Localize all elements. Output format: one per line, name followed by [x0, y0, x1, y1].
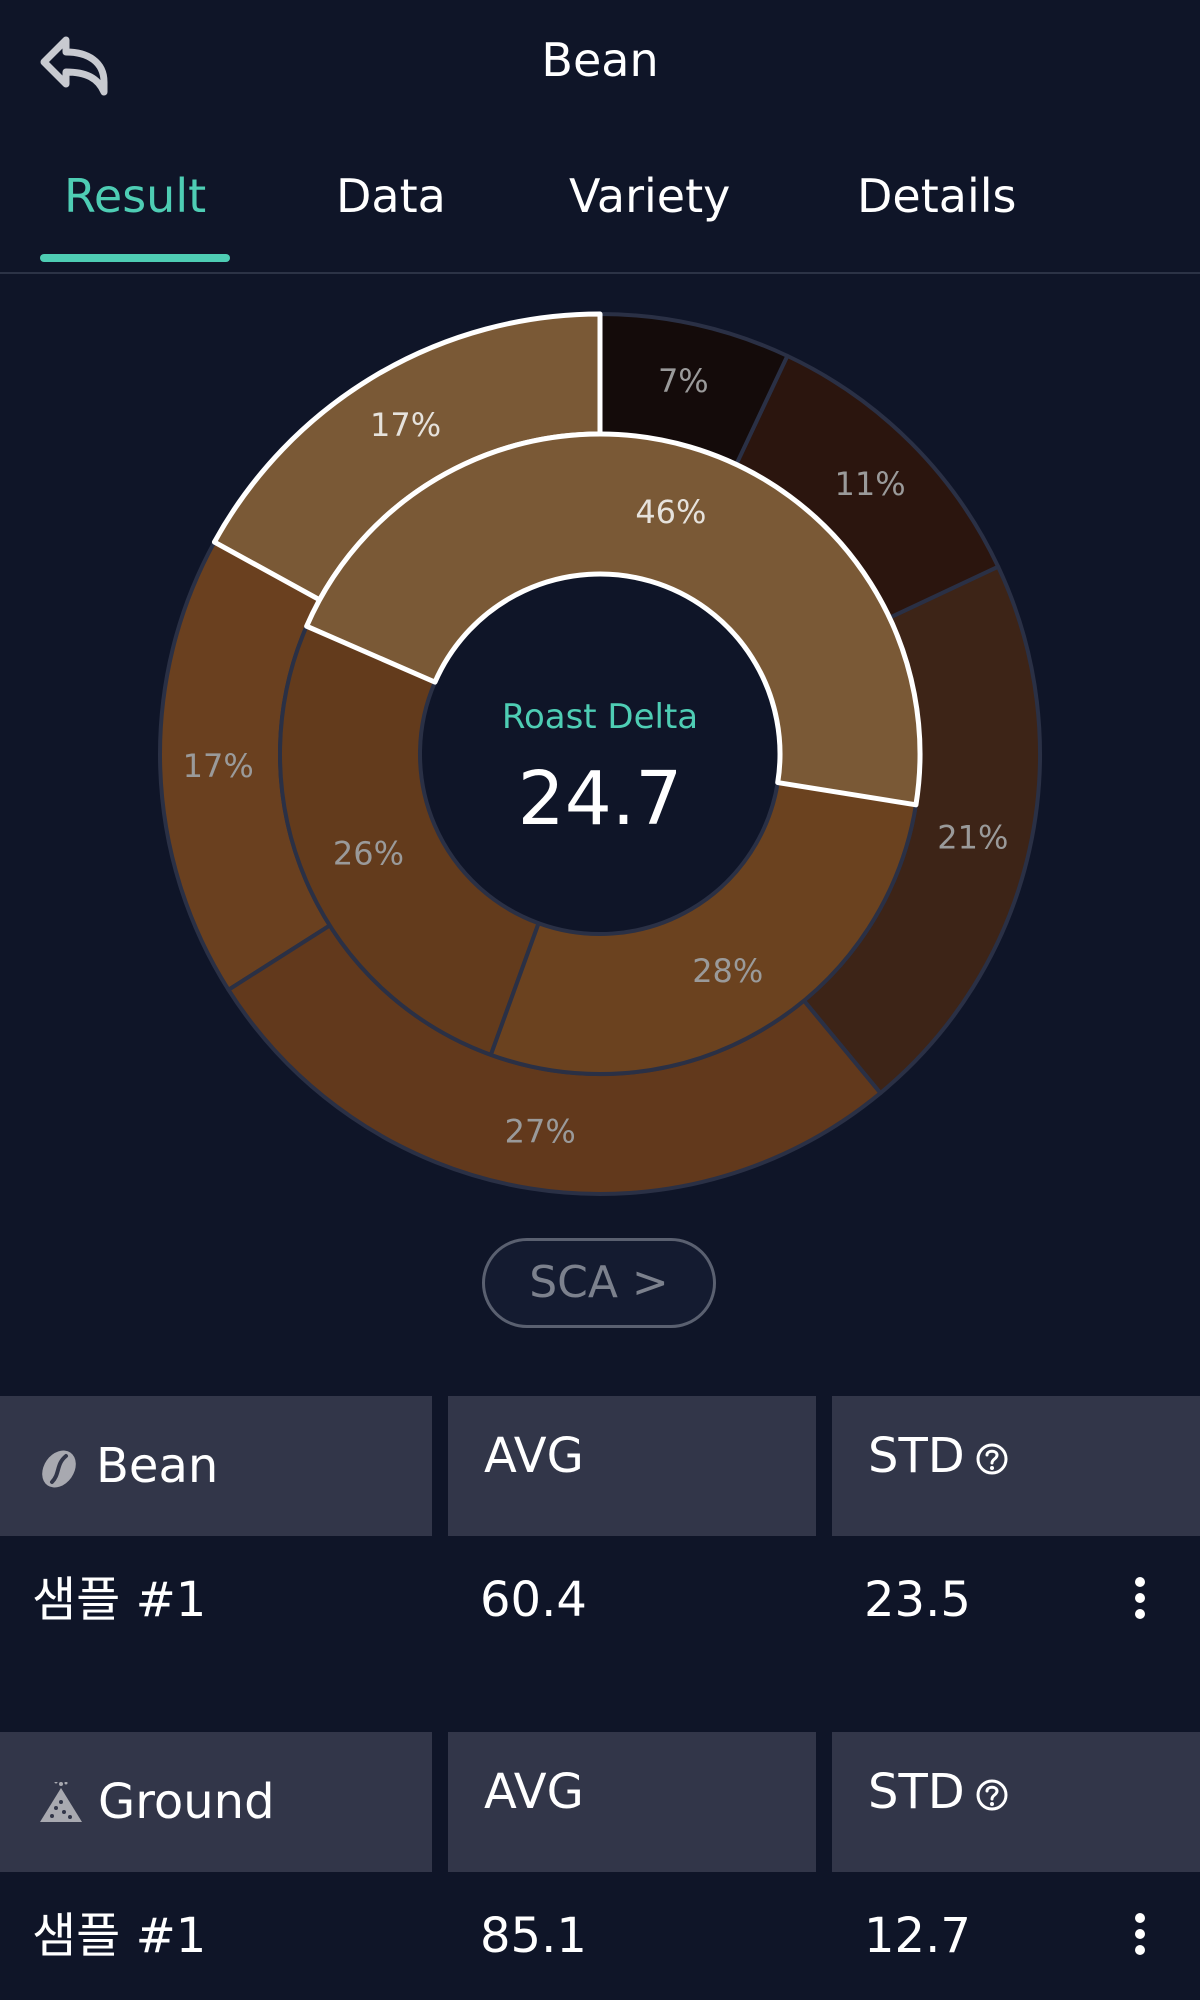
inner-ring-label: 26% — [333, 835, 404, 873]
ground-row-std: 12.7 — [864, 1908, 971, 1964]
active-tab-indicator — [40, 254, 230, 262]
center-value: 24.7 — [518, 756, 683, 842]
back-arrow-icon — [40, 36, 108, 96]
bean-row-name: 샘플 #1 — [32, 1572, 207, 1628]
bean-row-more-button[interactable] — [1120, 1570, 1160, 1630]
help-icon[interactable] — [975, 1778, 1009, 1812]
center-label: Roast Delta — [502, 697, 698, 737]
inner-ring-segment[interactable] — [488, 780, 918, 1076]
more-vertical-icon — [1135, 1913, 1145, 1955]
ground-section-label: Ground — [98, 1774, 275, 1830]
page-title: Bean — [541, 33, 659, 87]
bean-section-label: Bean — [96, 1438, 219, 1494]
outer-ring-label: 7% — [658, 362, 709, 400]
inner-ring-segment[interactable] — [304, 431, 923, 808]
bean-avg-header: AVG — [448, 1396, 816, 1536]
inner-ring-segment[interactable] — [278, 624, 541, 1057]
ground-std-header: STD — [832, 1732, 1200, 1872]
tab-details[interactable]: Details — [857, 169, 1017, 223]
help-icon[interactable] — [975, 1442, 1009, 1476]
ground-std-label: STD — [868, 1764, 965, 1820]
outer-ring-label: 27% — [505, 1112, 576, 1150]
bean-header-cell: Bean — [0, 1396, 432, 1536]
ground-avg-header: AVG — [448, 1732, 816, 1872]
tab-data[interactable]: Data — [336, 169, 446, 223]
roast-donut-chart: 7% 11% 21% 27% 17% 17% 46% 28% 26% Roast Delta 2… — [150, 304, 1050, 1204]
inner-ring-label: 28% — [692, 952, 763, 990]
ground-row-avg: 85.1 — [480, 1908, 587, 1964]
coffee-bean-icon — [42, 1450, 76, 1488]
tab-variety[interactable]: Variety — [569, 169, 731, 223]
outer-ring-label: 17% — [370, 406, 441, 444]
inner-ring-label: 46% — [635, 493, 706, 531]
outer-ring-label: 11% — [835, 465, 906, 503]
sca-button[interactable]: SCA > — [482, 1238, 716, 1328]
outer-ring-label: 21% — [937, 818, 1008, 856]
back-button[interactable] — [36, 30, 112, 100]
ground-header-cell: Ground — [0, 1732, 432, 1872]
tab-result[interactable]: Result — [64, 169, 207, 223]
bean-row-avg: 60.4 — [480, 1572, 587, 1628]
header: Bean — [0, 0, 1200, 120]
tab-bar: Result Data Variety Details — [0, 150, 1200, 274]
bean-std-header: STD — [832, 1396, 1200, 1536]
outer-ring-label: 17% — [183, 747, 254, 785]
more-vertical-icon — [1135, 1577, 1145, 1619]
bean-row-std: 23.5 — [864, 1572, 971, 1628]
ground-coffee-icon — [40, 1780, 82, 1822]
ground-row-more-button[interactable] — [1120, 1906, 1160, 1966]
ground-row-name: 샘플 #1 — [32, 1908, 207, 1964]
bean-std-label: STD — [868, 1428, 965, 1484]
